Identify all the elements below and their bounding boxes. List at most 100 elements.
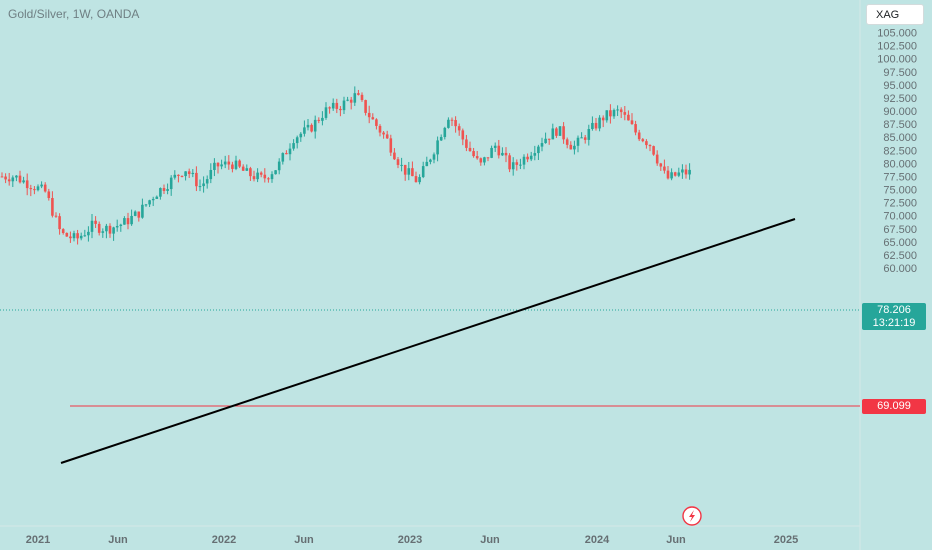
candle-down: [663, 167, 666, 171]
candle-down: [642, 139, 645, 141]
candle-up: [199, 186, 202, 187]
time-tick-label: 2023: [398, 534, 422, 546]
price-tick-label: 72.500: [883, 198, 917, 210]
candle-up: [598, 118, 601, 129]
price-tick-label: 77.500: [883, 171, 917, 183]
candle-down: [472, 151, 475, 156]
candle-up: [606, 110, 609, 120]
candle-up: [440, 137, 443, 140]
candle-up: [530, 156, 533, 160]
candle-down: [177, 175, 180, 176]
time-tick-label: 2022: [212, 534, 236, 546]
candle-up: [40, 185, 43, 187]
candle-down: [264, 175, 267, 179]
bar-countdown: 13:21:19: [862, 317, 926, 330]
candle-down: [1, 176, 4, 177]
candle-down: [375, 119, 378, 126]
candle-up: [325, 107, 328, 118]
candle-down: [8, 179, 11, 181]
candle-up: [91, 221, 94, 232]
candle-down: [368, 113, 371, 117]
candle-up: [343, 101, 346, 111]
price-tick-label: 62.500: [883, 250, 917, 262]
candle-up: [102, 231, 105, 233]
candle-down: [566, 139, 569, 144]
candle-up: [591, 123, 594, 129]
candle-up: [224, 162, 227, 165]
candle-up: [483, 157, 486, 162]
candle-down: [620, 109, 623, 112]
candle-up: [418, 177, 421, 182]
candle-down: [411, 168, 414, 176]
candle-down: [66, 233, 69, 237]
candle-down: [451, 120, 454, 121]
candle-down: [310, 125, 313, 132]
current-price-value: 78.206: [862, 304, 926, 317]
candle-down: [267, 178, 270, 179]
candle-up: [559, 126, 562, 136]
candle-down: [526, 157, 529, 160]
candle-down: [390, 138, 393, 152]
candle-up: [303, 127, 306, 133]
candle-up: [314, 120, 317, 132]
time-tick-label: 2021: [26, 534, 50, 546]
price-tick-label: 100.000: [877, 54, 917, 66]
candle-down: [454, 120, 457, 126]
candle-up: [436, 140, 439, 154]
candle-up: [678, 172, 681, 175]
candle-up: [141, 205, 144, 218]
candle-down: [476, 156, 479, 158]
candle-down: [69, 237, 72, 239]
candle-up: [300, 134, 303, 138]
current-price-tag: 78.206 13:21:19: [862, 303, 926, 330]
candle-up: [580, 137, 583, 138]
price-tick-label: 90.000: [883, 106, 917, 118]
candle-down: [372, 117, 375, 119]
candle-up: [123, 218, 126, 225]
candle-up: [544, 139, 547, 143]
candle-up: [537, 147, 540, 153]
candle-up: [429, 160, 432, 162]
candle-down: [336, 103, 339, 109]
candle-up: [87, 232, 90, 235]
candle-up: [332, 103, 335, 109]
price-tick-label: 60.000: [883, 263, 917, 275]
price-axis[interactable]: 60.00062.50065.00067.50070.00072.50075.0…: [877, 28, 917, 275]
candle-down: [318, 120, 321, 121]
candle-up: [681, 169, 684, 172]
candle-down: [242, 167, 245, 171]
candle-up: [534, 153, 537, 156]
candle-down: [404, 165, 407, 175]
time-tick-label: 2025: [774, 534, 798, 546]
candle-down: [397, 159, 400, 165]
candle-down: [570, 145, 573, 150]
candle-up: [408, 168, 411, 174]
candle-down: [361, 95, 364, 100]
candle-down: [328, 107, 331, 108]
candle-down: [649, 145, 652, 146]
candle-down: [624, 112, 627, 115]
candle-up: [523, 157, 526, 165]
candle-up: [12, 177, 15, 181]
chart-title: Gold/Silver, 1W, OANDA: [8, 7, 139, 21]
candle-down: [631, 120, 634, 124]
candle-up: [134, 212, 137, 216]
candle-up: [174, 175, 177, 178]
candle-down: [55, 216, 58, 217]
candle-up: [15, 176, 18, 178]
candle-down: [195, 173, 198, 186]
price-tick-label: 65.000: [883, 237, 917, 249]
candle-down: [508, 155, 511, 169]
candle-up: [688, 170, 691, 175]
lightning-icon[interactable]: [683, 507, 701, 525]
candle-down: [350, 100, 353, 103]
candle-up: [235, 161, 238, 169]
symbol-input[interactable]: XAG: [866, 4, 924, 25]
candle-up: [271, 174, 274, 179]
candle-down: [609, 110, 612, 116]
candle-down: [217, 163, 220, 167]
candle-up: [112, 227, 115, 233]
candle-down: [382, 133, 385, 135]
candle-up: [278, 162, 281, 171]
